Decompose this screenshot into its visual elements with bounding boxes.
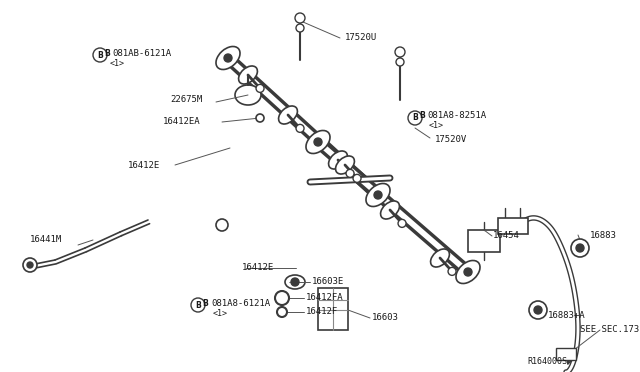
Circle shape [353,174,361,182]
Ellipse shape [239,66,257,84]
Text: 16412FA: 16412FA [306,294,344,302]
Text: SEE SEC.173: SEE SEC.173 [580,326,639,334]
Text: 16412F: 16412F [306,308,339,317]
Ellipse shape [306,131,330,154]
Ellipse shape [381,201,399,219]
Text: <1>: <1> [110,58,125,67]
Circle shape [291,278,299,286]
Text: 081A8-8251A: 081A8-8251A [427,112,486,121]
Ellipse shape [278,106,298,124]
Circle shape [191,298,205,312]
Circle shape [448,267,456,275]
Circle shape [27,262,33,268]
Text: <1>: <1> [429,122,444,131]
Ellipse shape [216,46,240,70]
Circle shape [296,124,304,132]
Circle shape [277,307,287,317]
Circle shape [296,24,304,32]
Text: 16412E: 16412E [128,160,160,170]
Circle shape [23,258,37,272]
Text: B: B [97,51,103,60]
Text: 16883: 16883 [590,231,617,240]
Text: 16883+A: 16883+A [548,311,586,320]
Text: 081A8-6121A: 081A8-6121A [211,298,270,308]
Circle shape [464,268,472,276]
Circle shape [224,54,232,62]
Circle shape [295,13,305,23]
Text: 16412EA: 16412EA [163,118,200,126]
Circle shape [93,48,107,62]
Circle shape [216,219,228,231]
Bar [318,288,348,330]
Ellipse shape [335,156,355,174]
Circle shape [571,239,589,257]
Circle shape [576,244,584,252]
Circle shape [408,111,422,125]
Bar [556,348,576,360]
Text: 16454: 16454 [493,231,520,241]
Text: 17520U: 17520U [345,33,377,42]
Ellipse shape [366,183,390,206]
Circle shape [398,219,406,227]
Ellipse shape [285,275,305,289]
Text: B: B [412,113,418,122]
Text: B: B [202,298,208,308]
Circle shape [395,47,405,57]
Circle shape [534,306,542,314]
Circle shape [275,291,289,305]
Bar [498,218,528,234]
Ellipse shape [328,151,348,169]
Circle shape [314,138,322,146]
Bar [468,230,500,252]
Text: B: B [104,48,110,58]
Circle shape [529,301,547,319]
Text: B: B [419,112,425,121]
Text: B: B [195,301,201,310]
Ellipse shape [456,260,480,283]
Text: <1>: <1> [213,308,228,317]
Text: 081AB-6121A: 081AB-6121A [112,48,171,58]
Circle shape [346,169,354,177]
Circle shape [256,114,264,122]
Text: 22675M: 22675M [170,96,202,105]
Circle shape [396,58,404,66]
Circle shape [256,84,264,92]
Circle shape [374,191,382,199]
Ellipse shape [431,249,449,267]
Text: 16412E: 16412E [242,263,275,273]
Text: 16603E: 16603E [312,278,344,286]
Text: 17520V: 17520V [435,135,467,144]
Ellipse shape [235,85,261,105]
Text: 16603: 16603 [372,314,399,323]
Text: 16441M: 16441M [30,235,62,244]
Text: R164000S: R164000S [527,357,567,366]
